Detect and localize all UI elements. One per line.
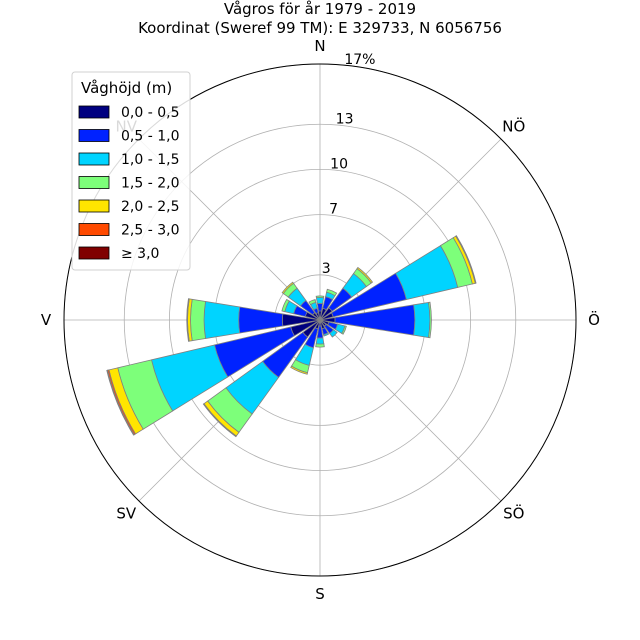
rose-bar-segment [106,369,135,436]
rose-bar-segment [455,235,477,284]
rose-bar-segment [315,297,325,305]
rose-bar-segment [308,299,317,306]
rose-bar-segment [428,301,432,339]
rose-bar-segment [356,266,374,284]
legend-entry: 2,0 - 2,5 [121,199,179,215]
legend-entry: 0,0 - 0,5 [121,105,179,121]
legend: Våghöjd (m) 0,0 - 0,5 0,5 - 1,0 1,0 - 1,5 1,… [71,71,191,271]
radial-tick-label: 17% [344,52,375,68]
legend-title: Våghöjd (m) [81,79,172,97]
legend-swatch [78,176,110,189]
rose-bar-segment [202,403,237,438]
legend-swatch [78,105,110,119]
rose-bar-segment [413,301,431,339]
direction-label: SÖ [503,504,524,523]
rose-bar-segment [341,325,347,335]
rose-bar-segment [281,298,290,313]
legend-swatch [78,223,110,236]
legend-swatch [78,152,110,166]
rose-bar-segment [203,301,241,339]
radial-tick-label: 13 [336,112,354,128]
rose-bar-segment [322,332,330,337]
rose-bar-segment [238,306,284,334]
rose-bar-segment [326,288,338,297]
direction-label: S [315,585,325,603]
direction-label: Ö [588,310,600,329]
rose-bar-segment [329,329,338,338]
chart-title: Vågros för år 1979 - 2019 [223,0,417,18]
legend-entry: 0,5 - 1,0 [121,129,179,145]
direction-label: SV [116,505,137,523]
chart-subtitle: Koordinat (Sweref 99 TM): E 329733, N 60… [138,19,502,37]
rose-bar-segment [186,298,190,342]
legend-entry: ≥ 3,0 [121,246,159,262]
legend-swatch [78,199,110,213]
direction-label: NÖ [502,116,525,135]
rose-bar-segment [316,303,324,312]
legend-entry: 1,5 - 2,0 [121,176,179,192]
rose-bar-segment [315,337,325,345]
rose-bar-segment [315,295,325,299]
legend-swatch [78,246,110,260]
radial-tick-label: 7 [329,201,338,217]
radial-tick-label: 3 [322,261,331,277]
rose-bar-segment [281,281,295,295]
rose-bars [106,235,477,438]
legend-swatch [78,129,110,142]
direction-label: N [314,37,325,55]
legend-entry: 2,5 - 3,0 [121,223,179,239]
rose-bar-segment [315,343,325,348]
radial-tick-label: 10 [330,157,348,173]
polar-frame [63,63,577,577]
rose-bar-segment [190,298,206,342]
grid-spoke [319,319,502,502]
direction-label: V [41,311,52,329]
rose-bar-segment [290,365,309,375]
legend-entry: 1,0 - 1,5 [121,152,179,168]
legend-box [71,71,191,271]
